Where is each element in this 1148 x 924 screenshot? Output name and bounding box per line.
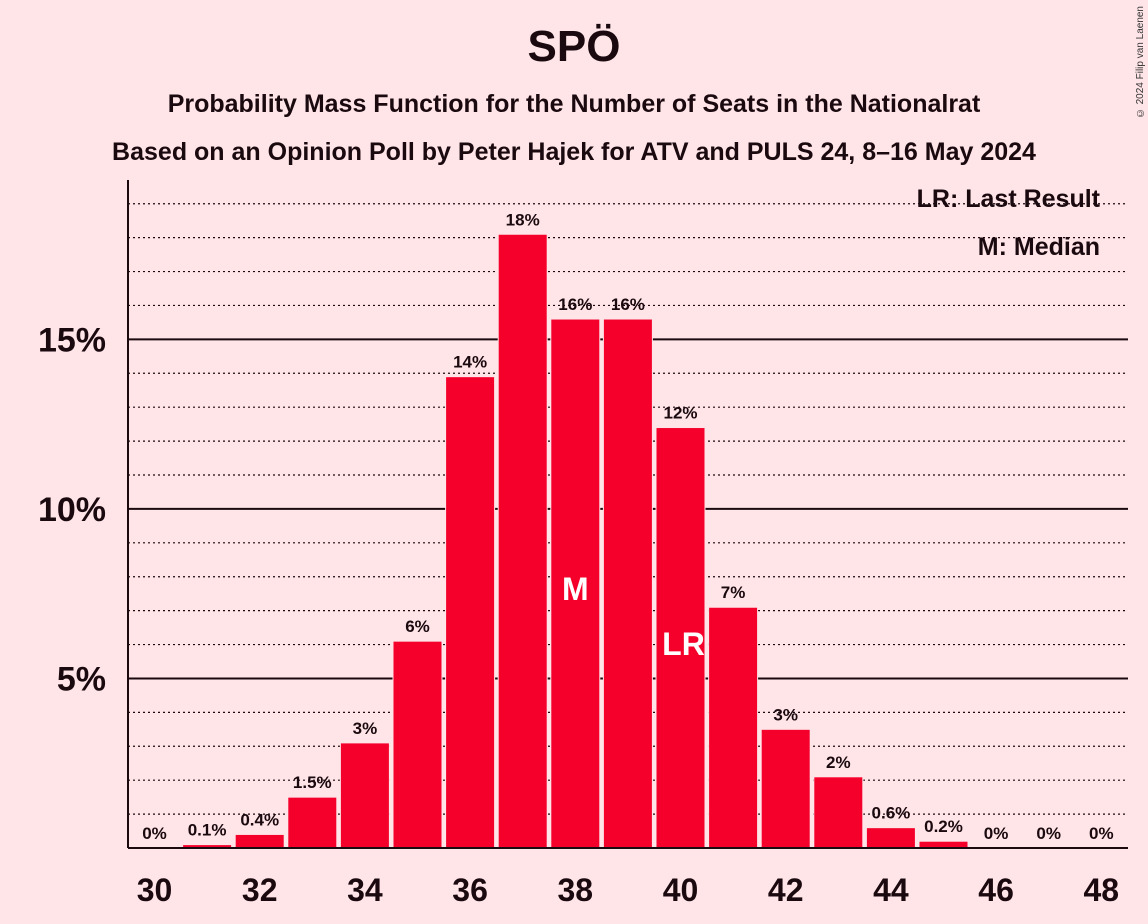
y-tick-label: 5% — [57, 660, 106, 698]
data-label: 0% — [984, 824, 1009, 843]
chart-subtitle-2: Based on an Opinion Poll by Peter Hajek … — [112, 138, 1036, 166]
median-marker: M — [562, 571, 589, 607]
data-label: 16% — [558, 295, 592, 314]
bar-seat-37 — [497, 233, 548, 849]
bar-seat-33 — [287, 796, 338, 849]
last-result-marker: LR — [662, 626, 705, 662]
bar-seat-42 — [760, 728, 811, 849]
bar-seat-38 — [550, 318, 601, 849]
x-tick-label: 40 — [663, 872, 699, 908]
data-label: 0.2% — [924, 817, 963, 836]
data-label: 1.5% — [293, 773, 332, 792]
x-tick-label: 46 — [978, 872, 1014, 908]
data-label: 3% — [773, 705, 798, 724]
bar-seat-35 — [392, 640, 443, 849]
data-label: 0.1% — [188, 821, 227, 840]
bar-seat-43 — [813, 776, 864, 849]
x-tick-label: 48 — [1084, 872, 1120, 908]
chart-title: SPÖ — [527, 22, 621, 71]
x-tick-label: 42 — [768, 872, 804, 908]
data-label: 0% — [142, 824, 167, 843]
legend-median: M: Median — [977, 233, 1100, 261]
bar-seat-36 — [445, 376, 496, 849]
bar-seat-45 — [918, 840, 969, 849]
data-label: 0.6% — [872, 804, 911, 823]
data-label: 16% — [611, 295, 645, 314]
data-label: 3% — [353, 719, 378, 738]
chart-subtitle-1: Probability Mass Function for the Number… — [167, 90, 981, 118]
data-label: 12% — [663, 404, 697, 423]
data-label: 0.4% — [240, 810, 279, 829]
y-tick-label: 15% — [38, 321, 106, 359]
data-label: 7% — [721, 583, 746, 602]
x-tick-label: 38 — [558, 872, 594, 908]
data-label: 6% — [405, 617, 430, 636]
data-label: 14% — [453, 353, 487, 372]
x-tick-label: 30 — [137, 872, 173, 908]
data-label: 2% — [826, 753, 851, 772]
bar-seat-44 — [865, 827, 916, 849]
bar-seat-41 — [708, 606, 759, 849]
data-label: 0% — [1089, 824, 1114, 843]
bar-seat-32 — [234, 833, 285, 849]
x-tick-label: 34 — [347, 872, 383, 908]
bar-seat-34 — [339, 742, 390, 849]
bar-seat-39 — [602, 318, 653, 849]
y-tick-label: 10% — [38, 491, 106, 529]
data-label: 18% — [506, 210, 540, 229]
bar-seat-40 — [655, 427, 706, 849]
legend-last-result: LR: Last Result — [916, 185, 1100, 213]
x-tick-label: 36 — [452, 872, 488, 908]
x-tick-label: 44 — [873, 872, 909, 908]
x-tick-label: 32 — [242, 872, 278, 908]
data-label: 0% — [1036, 824, 1061, 843]
